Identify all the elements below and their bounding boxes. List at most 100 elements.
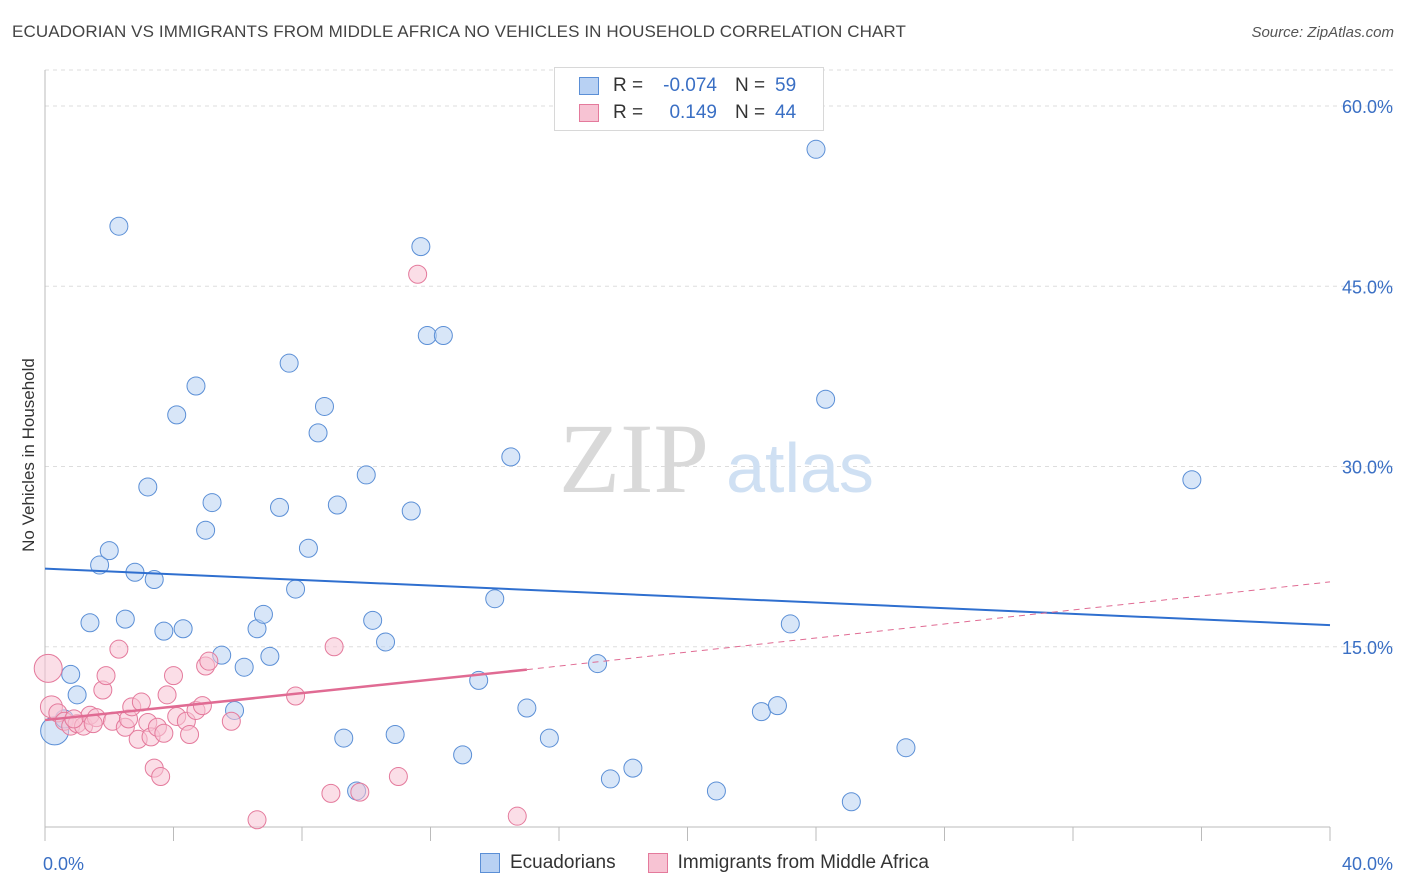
legend-label-middle-africa: Immigrants from Middle Africa	[677, 852, 929, 873]
y-tick-label: 60.0%	[1342, 97, 1393, 117]
ecuadorian-point	[90, 555, 110, 575]
ecuadorian-point	[327, 495, 347, 515]
ecuadorian-point	[286, 579, 306, 599]
ecuadorian-point	[376, 632, 396, 652]
watermark-zip: ZIP	[559, 403, 709, 514]
middle-africa-point	[350, 782, 370, 802]
y-axis-label: No Vehicles in Household	[19, 358, 38, 552]
ecuadorian-point	[806, 139, 826, 159]
pink-swatch	[579, 104, 599, 122]
series-legend: Ecuadorians Immigrants from Middle Afric…	[480, 852, 961, 874]
ecuadorian-point	[279, 353, 299, 373]
r-label: R =	[613, 75, 644, 96]
ecuadorians-swatch	[480, 853, 500, 873]
ecuadorian-point	[706, 781, 726, 801]
ecuadorian-point	[61, 664, 81, 684]
middle-africa-point	[408, 264, 428, 284]
ecuadorian-point	[167, 405, 187, 425]
r-value-pink: 0.149	[669, 102, 717, 123]
ecuadorian-point	[816, 389, 836, 409]
ecuadorian-point	[196, 520, 216, 540]
ecuadorian-point	[356, 465, 376, 485]
legend-item-middle-africa[interactable]: Immigrants from Middle Africa	[647, 852, 929, 874]
ecuadorian-point	[314, 396, 334, 416]
middle-africa-point	[151, 767, 171, 787]
ecuadorian-point	[780, 614, 800, 634]
middle-africa-point	[221, 711, 241, 731]
watermark: ZIP atlas	[559, 403, 874, 514]
blue-swatch	[579, 77, 599, 95]
middle-africa-point	[192, 696, 212, 716]
ecuadorian-point	[99, 541, 119, 561]
middle-africa-point	[96, 666, 116, 686]
middle-africa-swatch	[647, 853, 668, 873]
stats-legend-row-pink: R = 0.149 N = 44	[579, 100, 796, 126]
ecuadorian-point	[401, 501, 421, 521]
trend-layer	[44, 567, 1331, 722]
ecuadorian-point	[109, 216, 129, 236]
middle-africa-point	[324, 637, 344, 657]
grid-layer	[45, 69, 1395, 648]
ecuadorian-point	[588, 654, 608, 674]
watermark-atlas: atlas	[726, 429, 874, 507]
ecuadorian-point	[600, 769, 620, 789]
stats-legend-row-blue: R = -0.074 N = 59	[579, 73, 796, 99]
ecuadorian-point	[385, 724, 405, 744]
middle-africa-point	[109, 639, 129, 659]
tick-labels: 15.0% 30.0% 45.0% 60.0% 0.0% 40.0%	[43, 97, 1393, 874]
ecuadorian-point	[433, 326, 453, 346]
chart-title: ECUADORIAN VS IMMIGRANTS FROM MIDDLE AFR…	[12, 22, 906, 41]
ecuadorian-point	[253, 604, 273, 624]
middle-africa-point	[507, 806, 527, 826]
ecuadorian-point	[80, 613, 100, 633]
middle-africa-point	[321, 783, 341, 803]
stats-legend: R = -0.074 N = 59 R = 0.149 N = 44	[554, 67, 824, 131]
middle-africa-point	[247, 810, 267, 830]
middle-africa-point	[154, 723, 174, 743]
ecuadorian-point	[896, 738, 916, 758]
ecuadorian-point	[1182, 470, 1202, 490]
legend-item-ecuadorians[interactable]: Ecuadorians	[480, 852, 616, 874]
middle-africa-point	[83, 714, 103, 734]
ecuadorian-point	[417, 326, 437, 346]
n-label: N =	[735, 102, 766, 123]
n-value-blue: 59	[775, 75, 797, 96]
ecuadorian-point	[334, 728, 354, 748]
legend-label-ecuadorians: Ecuadorians	[510, 852, 616, 873]
n-value-pink: 44	[775, 102, 797, 123]
ecuadorian-point	[539, 728, 559, 748]
ecuadorian-point	[751, 702, 771, 722]
x-tick-label: 0.0%	[43, 854, 84, 874]
ecuadorian-point	[234, 657, 254, 677]
y-tick-label: 15.0%	[1342, 638, 1393, 658]
middle-africa-point	[164, 666, 183, 686]
ecuadorian-point	[186, 376, 206, 396]
middle-africa-trend-line	[44, 668, 528, 722]
ecuadorian-point	[260, 646, 280, 666]
middle-africa-point	[388, 767, 408, 787]
ecuadorian-point	[623, 758, 643, 778]
source-credit: Source: ZipAtlas.com	[1251, 24, 1394, 41]
ecuadorian-point	[173, 619, 193, 639]
ecuadorian-point	[501, 447, 521, 467]
r-value-blue: -0.074	[663, 75, 717, 96]
y-tick-label: 30.0%	[1342, 458, 1393, 478]
middle-africa-point	[33, 653, 63, 683]
middle-africa-point	[286, 686, 306, 706]
ecuadorian-point	[517, 698, 537, 718]
middle-africa-point	[180, 724, 200, 744]
ecuadorian-point	[270, 497, 290, 517]
middle-africa-point	[199, 651, 219, 671]
y-tick-label: 45.0%	[1342, 277, 1393, 297]
ecuadorian-point	[411, 237, 431, 257]
x-tick-label: 40.0%	[1342, 854, 1393, 874]
ecuadorian-point	[485, 589, 505, 609]
ecuadorian-point	[144, 569, 164, 589]
middle-africa-trend-extension	[526, 581, 1331, 671]
middle-africa-point	[157, 685, 177, 705]
ecuadorian-point	[767, 696, 787, 716]
ecuadorian-point	[308, 423, 328, 443]
ecuadorian-point	[298, 538, 318, 558]
n-label: N =	[735, 75, 766, 96]
